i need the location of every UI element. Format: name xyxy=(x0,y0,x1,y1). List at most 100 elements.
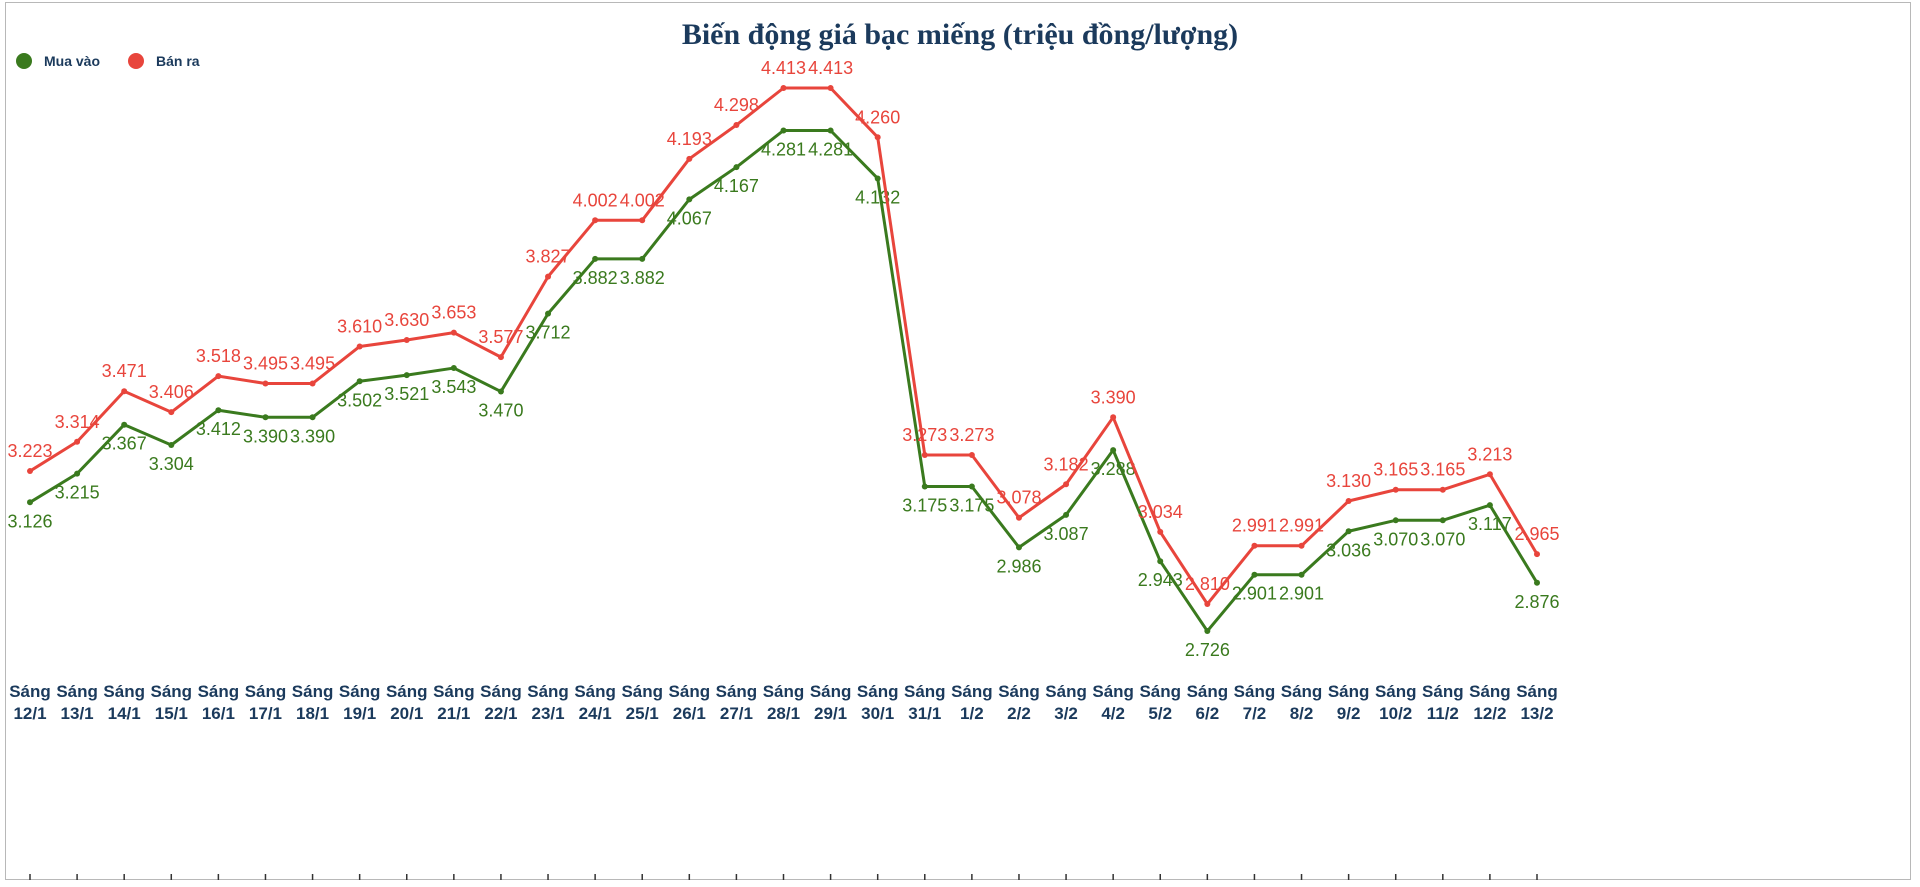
data-point xyxy=(874,175,881,182)
x-tick-label: Sáng 27/1 xyxy=(716,682,758,723)
data-label: 3.078 xyxy=(996,488,1041,508)
data-label: 3.610 xyxy=(337,316,382,336)
data-point xyxy=(74,438,81,445)
data-label: 3.471 xyxy=(102,361,147,381)
data-label: 3.175 xyxy=(902,496,947,516)
data-label: 3.882 xyxy=(573,268,618,288)
legend-label: Mua vào xyxy=(44,53,101,69)
data-label: 3.087 xyxy=(1044,524,1089,544)
x-tick-label: Sáng 29/1 xyxy=(810,682,852,723)
data-point xyxy=(592,255,599,262)
data-point xyxy=(1015,514,1022,521)
x-tick-label: Sáng 28/1 xyxy=(763,682,805,723)
data-point xyxy=(1486,502,1493,509)
data-point xyxy=(827,85,834,91)
data-point xyxy=(262,380,269,387)
data-label: 2.876 xyxy=(1514,592,1559,612)
data-label: 3.470 xyxy=(478,401,523,421)
x-tick-label: Sáng 16/1 xyxy=(198,682,240,723)
data-label: 3.543 xyxy=(431,377,476,397)
data-point xyxy=(168,441,175,448)
data-point xyxy=(874,134,881,141)
data-point xyxy=(1534,579,1540,586)
x-tick-label: Sáng 5/2 xyxy=(1139,682,1181,723)
data-point xyxy=(74,470,81,477)
data-point xyxy=(968,451,975,458)
x-tick-label: Sáng 1/2 xyxy=(951,682,993,723)
legend-label: Bán ra xyxy=(156,53,200,69)
data-point xyxy=(545,273,552,280)
data-point xyxy=(168,409,175,416)
data-label: 3.034 xyxy=(1138,502,1183,522)
data-point xyxy=(309,380,316,387)
data-point xyxy=(262,414,269,421)
x-tick-label: Sáng 22/1 xyxy=(480,682,522,723)
data-label: 3.712 xyxy=(526,323,571,343)
x-tick-label: Sáng 2/2 xyxy=(998,682,1040,723)
x-tick-label: Sáng 17/1 xyxy=(245,682,287,723)
data-label: 3.126 xyxy=(7,511,52,531)
legend-item-ban-ra: Bán ra xyxy=(128,53,200,69)
data-point xyxy=(27,468,33,475)
data-label: 4.193 xyxy=(667,129,712,149)
data-label: 3.390 xyxy=(290,426,335,446)
data-point xyxy=(1298,571,1305,578)
chart-title: Biến động giá bạc miếng (triệu đồng/lượn… xyxy=(681,18,1239,51)
data-label: 3.314 xyxy=(55,412,100,432)
data-label: 3.165 xyxy=(1373,460,1418,480)
x-tick-label: Sáng 7/2 xyxy=(1234,682,1276,723)
data-point xyxy=(450,329,457,336)
x-tick-label: Sáng 3/2 xyxy=(1045,682,1087,723)
data-point xyxy=(1251,542,1258,549)
data-label: 3.223 xyxy=(7,441,52,461)
data-label: 3.406 xyxy=(149,382,194,402)
data-point xyxy=(309,414,316,421)
data-label: 3.390 xyxy=(243,426,288,446)
data-label: 4.132 xyxy=(855,187,900,207)
data-point xyxy=(1439,517,1446,524)
x-tick-label: Sáng 21/1 xyxy=(433,682,475,723)
data-point xyxy=(403,372,410,379)
x-tick-label: Sáng 30/1 xyxy=(857,682,899,723)
x-tick-label: Sáng 19/1 xyxy=(339,682,381,723)
data-point xyxy=(1157,528,1164,535)
data-label: 3.412 xyxy=(196,419,241,439)
data-point xyxy=(121,421,128,428)
data-label: 3.577 xyxy=(478,327,523,347)
data-point xyxy=(968,483,975,490)
x-tick-label: Sáng 12/1 xyxy=(9,682,51,723)
data-point xyxy=(1157,558,1164,565)
data-point xyxy=(121,388,128,395)
data-point xyxy=(403,337,410,344)
x-tick-label: Sáng 8/2 xyxy=(1281,682,1323,723)
data-label: 3.288 xyxy=(1091,459,1136,479)
data-label: 4.002 xyxy=(620,190,665,210)
data-point xyxy=(780,127,787,134)
data-point xyxy=(1251,571,1258,578)
data-label: 4.413 xyxy=(808,58,853,78)
data-point xyxy=(1063,481,1070,488)
x-tick-label: Sáng 31/1 xyxy=(904,682,946,723)
x-tick-label: Sáng 13/1 xyxy=(56,682,98,723)
x-tick-label: Sáng 18/1 xyxy=(292,682,334,723)
data-label: 4.167 xyxy=(714,176,759,196)
data-label: 3.495 xyxy=(243,354,288,374)
x-tick-label: Sáng 26/1 xyxy=(669,682,711,723)
data-point xyxy=(686,196,693,203)
data-label: 3.175 xyxy=(949,496,994,516)
data-point xyxy=(1439,486,1446,493)
data-label: 3.273 xyxy=(949,425,994,445)
data-label: 3.117 xyxy=(1468,514,1512,534)
data-label: 2.991 xyxy=(1279,516,1324,536)
data-label: 4.298 xyxy=(714,95,759,115)
data-point xyxy=(1063,511,1070,518)
data-point xyxy=(1110,447,1117,454)
data-point xyxy=(1204,601,1211,608)
data-label: 3.165 xyxy=(1420,460,1465,480)
data-point xyxy=(450,365,457,372)
data-label: 4.067 xyxy=(667,208,712,228)
data-label: 2.901 xyxy=(1232,584,1277,604)
data-point xyxy=(27,499,33,506)
data-point xyxy=(1204,628,1211,635)
